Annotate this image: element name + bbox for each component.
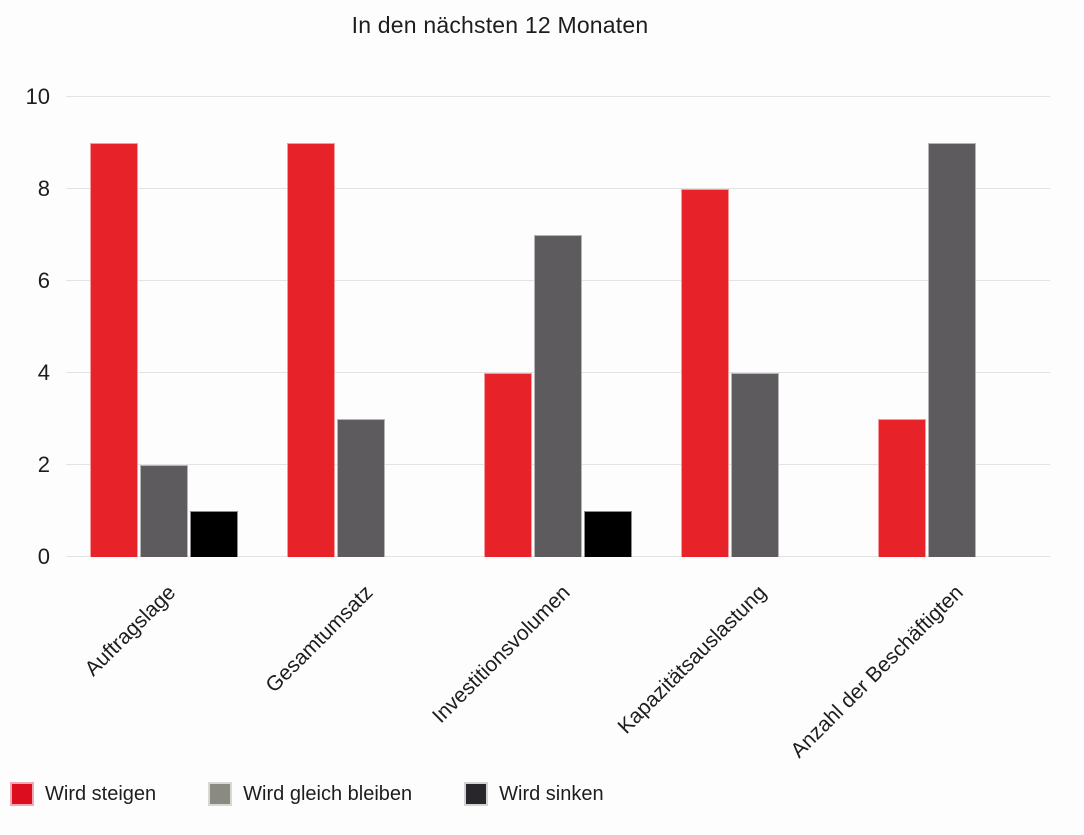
bar-wird-sinken [583, 511, 632, 557]
y-tick-label: 0 [37, 544, 50, 569]
bar-slot [90, 97, 139, 557]
bar-group-investitionsvolumen: Investitionsvolumen [428, 97, 657, 728]
legend-label: Wird gleich bleiben [243, 782, 413, 805]
legend-item-wird-steigen: Wird steigen [10, 782, 156, 806]
bar-group-gesamtumsatz: Gesamtumsatz [261, 97, 460, 697]
bar-wird-gleich-bleiben [140, 465, 189, 557]
x-axis-label-kapazitätsauslastung: Kapazitätsauslastung [613, 581, 772, 739]
bar-group-kapazitätsauslastung: Kapazitätsauslastung [614, 97, 853, 738]
x-axis-label-gesamtumsatz: Gesamtumsatz [261, 581, 378, 698]
bar-slot [140, 97, 189, 557]
legend-swatch-wird-sinken [464, 782, 489, 806]
bar-slot [583, 97, 632, 557]
x-axis-label-investitionsvolumen: Investitionsvolumen [427, 581, 575, 728]
bar-wird-sinken [190, 511, 239, 557]
bar-wird-gleich-bleiben [533, 235, 582, 557]
legend-item-wird-gleich-bleiben: Wird gleich bleiben [208, 782, 412, 806]
bar-wird-steigen [680, 189, 729, 557]
legend-label: Wird steigen [45, 782, 157, 805]
bar-groups: Auftragslage Gesamtumsatz Investitionsvolu… [66, 97, 1050, 762]
legend-swatch-wird-steigen [10, 782, 34, 806]
bar-wird-steigen [483, 373, 532, 557]
y-tick-label: 4 [37, 360, 50, 385]
bar-slot [387, 97, 435, 557]
bar-group-anzahl-der-beschäftigten: Anzahl der Beschäftigten [786, 97, 1050, 762]
plot-area: 0 2 4 6 8 10 Auftragslage Gesamtumsatz Investit… [26, 86, 1050, 762]
legend: Wird steigen Wird gleich bleiben Wird sink… [10, 782, 604, 806]
gridline [66, 188, 1050, 189]
bar-wird-steigen [877, 419, 926, 557]
bar-wird-gleich-bleiben [337, 419, 386, 557]
y-tick-label: 6 [37, 268, 50, 293]
bar-wird-gleich-bleiben [730, 373, 779, 557]
y-tick-label: 10 [25, 84, 50, 109]
y-tick-label: 2 [37, 452, 50, 477]
bar-slot [483, 97, 532, 557]
bar-slot [877, 97, 926, 557]
bar-slot [190, 97, 239, 557]
x-axis-label-auftragslage: Auftragslage [81, 581, 181, 681]
bar-slot [978, 97, 1026, 557]
legend-label: Wird sinken [499, 782, 604, 805]
legend-item-wird-sinken: Wird sinken [464, 782, 604, 806]
bar-wird-steigen [287, 143, 336, 557]
bar-slot [781, 97, 829, 557]
bar-slot [927, 97, 976, 557]
x-axis-label-anzahl-der-beschäftigten: Anzahl der Beschäftigten [786, 581, 968, 763]
bar-slot [730, 97, 779, 557]
bar-slot [337, 97, 386, 557]
bar-group-auftragslage: Auftragslage [66, 97, 263, 681]
bar-wird-gleich-bleiben [927, 143, 976, 557]
bar-slot [287, 97, 336, 557]
gridline [66, 96, 1050, 97]
legend-swatch-wird-gleich-bleiben [208, 782, 233, 806]
y-tick-label: 8 [37, 176, 50, 201]
bar-wird-steigen [90, 143, 139, 557]
bar-slot [680, 97, 729, 557]
chart-title: In den nächsten 12 Monaten [351, 12, 649, 38]
bar-slot [533, 97, 582, 557]
